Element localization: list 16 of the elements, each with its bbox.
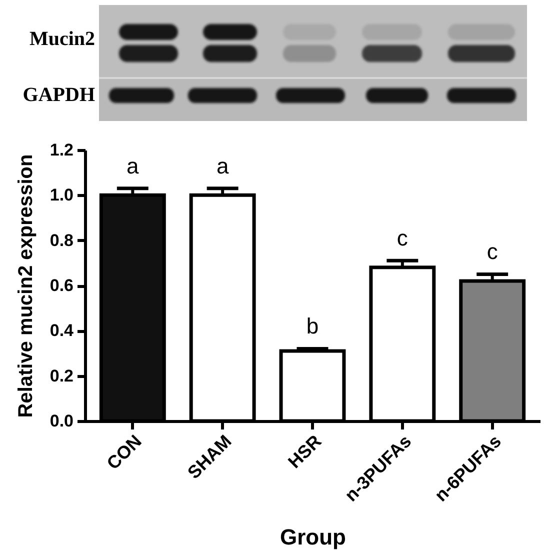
- annotation: a: [216, 153, 230, 178]
- y-tick-label: 1.2: [50, 140, 74, 160]
- annotation: c: [396, 226, 408, 251]
- y-tick-label: 0.6: [50, 276, 74, 295]
- y-tick-label: 0.4: [50, 321, 74, 340]
- x-axis-title: Group: [280, 524, 346, 550]
- y-tick-label: 0.8: [50, 230, 74, 250]
- y-axis-title: Relative mucin2 expression: [14, 154, 37, 418]
- text: Mucin2: [29, 28, 95, 50]
- annotation: a: [126, 153, 140, 178]
- y-tick-label: 0.2: [50, 366, 74, 386]
- text: GAPDH: [22, 84, 95, 106]
- y-tick-label: 1.0: [50, 186, 74, 205]
- annotation: b: [306, 314, 319, 339]
- y-tick-label: 0.0: [50, 412, 74, 430]
- annotation: c: [486, 239, 498, 264]
